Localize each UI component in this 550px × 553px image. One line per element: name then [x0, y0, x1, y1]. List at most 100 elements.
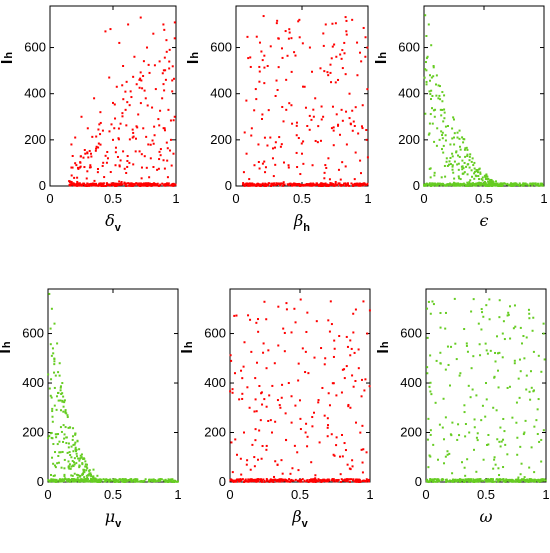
y-tick-label: 0 — [413, 178, 420, 193]
data-point — [503, 430, 506, 433]
data-point — [73, 457, 76, 460]
data-point — [58, 451, 61, 454]
data-point — [363, 479, 366, 482]
data-point — [530, 446, 533, 449]
data-point — [173, 183, 176, 186]
data-point — [165, 141, 168, 144]
data-point — [353, 351, 356, 354]
data-point — [110, 123, 113, 126]
data-point — [435, 480, 438, 483]
data-point — [77, 184, 80, 187]
data-point — [466, 155, 469, 157]
data-point — [105, 161, 108, 164]
data-point — [137, 113, 140, 116]
data-point — [302, 162, 305, 165]
data-point — [82, 471, 85, 474]
data-point — [153, 125, 156, 128]
data-point — [158, 478, 161, 481]
data-point — [288, 102, 291, 105]
data-point — [121, 115, 124, 118]
data-point — [442, 144, 445, 147]
data-point — [151, 106, 154, 109]
data-point — [512, 184, 515, 187]
data-point — [114, 117, 117, 120]
axes-box — [235, 5, 369, 187]
data-point — [94, 149, 97, 152]
data-point — [69, 180, 72, 183]
data-point — [147, 480, 150, 483]
data-point — [304, 371, 307, 374]
data-point — [319, 479, 322, 482]
data-point — [508, 478, 511, 481]
data-point — [290, 70, 293, 73]
data-point — [281, 105, 284, 108]
data-point — [297, 184, 300, 187]
data-point — [258, 429, 261, 432]
data-point — [253, 109, 256, 112]
data-point — [439, 98, 442, 101]
data-point — [240, 478, 243, 481]
data-point — [451, 168, 454, 171]
data-point — [116, 182, 119, 185]
data-point — [172, 152, 175, 155]
data-point — [464, 423, 467, 426]
data-point — [522, 335, 525, 338]
data-point — [111, 182, 114, 185]
x-tick-label: 1 — [540, 191, 547, 206]
data-point — [469, 396, 472, 399]
data-point — [99, 183, 102, 186]
x-axis-label: δv — [105, 211, 122, 234]
data-point — [536, 408, 539, 411]
data-point — [139, 77, 142, 80]
data-point — [333, 347, 336, 350]
data-point — [519, 370, 522, 373]
data-point — [265, 478, 268, 481]
data-point — [480, 184, 483, 187]
data-point — [291, 184, 294, 187]
data-point — [52, 480, 55, 483]
data-point — [451, 165, 454, 168]
data-point — [265, 448, 268, 451]
data-point — [496, 438, 499, 441]
data-point — [93, 97, 96, 100]
data-point — [258, 167, 261, 170]
data-point — [153, 134, 156, 137]
data-point — [278, 182, 281, 185]
data-point — [286, 54, 289, 57]
data-point — [298, 480, 301, 483]
data-point — [139, 480, 142, 483]
data-point — [429, 183, 432, 186]
data-point — [474, 479, 477, 482]
data-point — [458, 129, 461, 132]
data-point — [261, 183, 264, 186]
data-point — [323, 478, 326, 481]
data-point — [130, 182, 133, 185]
data-point — [158, 150, 161, 153]
data-point — [489, 478, 492, 481]
data-point — [534, 480, 537, 483]
data-point — [114, 151, 117, 154]
data-point — [473, 426, 476, 429]
data-point — [70, 456, 73, 459]
data-point — [159, 478, 162, 481]
x-tick-label: 0.5 — [104, 487, 122, 502]
data-point — [366, 88, 369, 91]
data-point — [440, 184, 443, 187]
data-point — [78, 182, 81, 185]
data-point — [136, 126, 139, 129]
data-point — [363, 389, 366, 392]
data-point — [495, 180, 497, 183]
data-point — [73, 183, 76, 186]
data-point — [282, 327, 285, 330]
data-point — [54, 451, 57, 454]
data-point — [126, 159, 129, 162]
data-point — [126, 101, 129, 104]
data-point — [91, 478, 94, 481]
data-point — [141, 87, 144, 90]
data-point — [529, 398, 532, 401]
data-point — [514, 325, 517, 328]
data-point — [70, 182, 73, 185]
data-point — [167, 478, 170, 481]
data-point — [162, 159, 165, 162]
data-point — [498, 474, 501, 477]
